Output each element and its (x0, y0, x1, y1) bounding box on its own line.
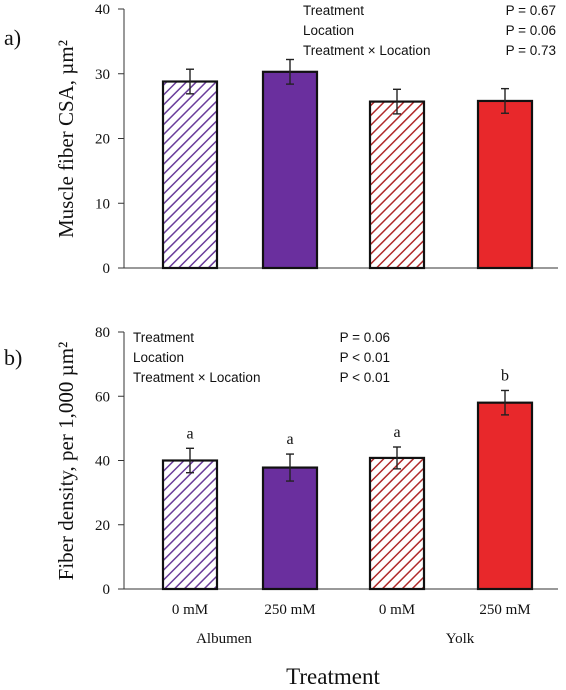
y-tick-label: 60 (95, 389, 110, 405)
stat-term: Treatment (133, 330, 194, 345)
y-ticks-b: 0 20 40 60 80 (95, 325, 124, 598)
stats-a: Treatment P = 0.67 Location P = 0.06 Treatme… (303, 3, 556, 58)
x-tick-label: 0 mM (379, 602, 415, 618)
panel-label-a: a) (4, 25, 21, 50)
y-tick-label: 40 (95, 454, 110, 470)
significance-letter: a (393, 424, 400, 441)
bar (368, 456, 426, 591)
stats-b: Treatment P = 0.06 Location P < 0.01 Treatme… (133, 330, 390, 385)
bar (261, 70, 319, 270)
stat-term: Treatment × Location (303, 43, 430, 58)
significance-letter: b (501, 367, 509, 384)
y-tick-label: 40 (95, 2, 110, 18)
x-tick-labels: 0 mM 250 mM 0 mM 250 mM (172, 602, 531, 618)
bar (476, 401, 534, 591)
panel-a: a) Muscle fiber CSA, µm² 0 10 20 30 40 Treat… (4, 2, 558, 277)
y-tick-label: 20 (95, 132, 110, 148)
stat-term: Treatment (303, 3, 364, 18)
x-tick-label: 0 mM (172, 602, 208, 618)
group-label-albumen: Albumen (196, 631, 252, 647)
stat-p-value: P = 0.06 (340, 330, 390, 345)
y-tick-label: 80 (95, 325, 110, 341)
panel-b: b) Fiber density, per 1,000 µm² 0 20 40 60 8… (4, 325, 558, 618)
y-tick-label: 30 (95, 67, 110, 83)
x-axis-title: Treatment (286, 664, 380, 689)
group-label-yolk: Yolk (446, 631, 475, 647)
y-tick-label: 0 (103, 582, 111, 598)
significance-letter: a (186, 425, 193, 442)
bars-b: a a a b (161, 367, 534, 591)
bar (161, 80, 219, 270)
bar (476, 99, 534, 270)
y-tick-label: 20 (95, 518, 110, 534)
bar (161, 459, 219, 591)
panel-label-b: b) (4, 345, 22, 370)
stat-p-value: P = 0.06 (506, 23, 556, 38)
stat-term: Location (303, 23, 354, 38)
stat-p-value: P = 0.73 (506, 43, 556, 58)
stat-p-value: P = 0.67 (506, 3, 556, 18)
bar (368, 100, 426, 270)
stat-p-value: P < 0.01 (340, 370, 390, 385)
significance-letter: a (286, 431, 293, 448)
y-tick-label: 0 (103, 261, 111, 277)
y-axis-label-b: Fiber density, per 1,000 µm² (54, 342, 78, 581)
y-ticks-a: 0 10 20 30 40 (95, 2, 124, 277)
bar (261, 466, 319, 591)
stat-term: Location (133, 350, 184, 365)
stat-term: Treatment × Location (133, 370, 260, 385)
x-tick-label: 250 mM (264, 602, 315, 618)
x-tick-label: 250 mM (479, 602, 530, 618)
stat-p-value: P < 0.01 (340, 350, 390, 365)
bars-a (161, 58, 534, 270)
y-axis-label-a: Muscle fiber CSA, µm² (54, 40, 78, 238)
y-tick-label: 10 (95, 196, 110, 212)
